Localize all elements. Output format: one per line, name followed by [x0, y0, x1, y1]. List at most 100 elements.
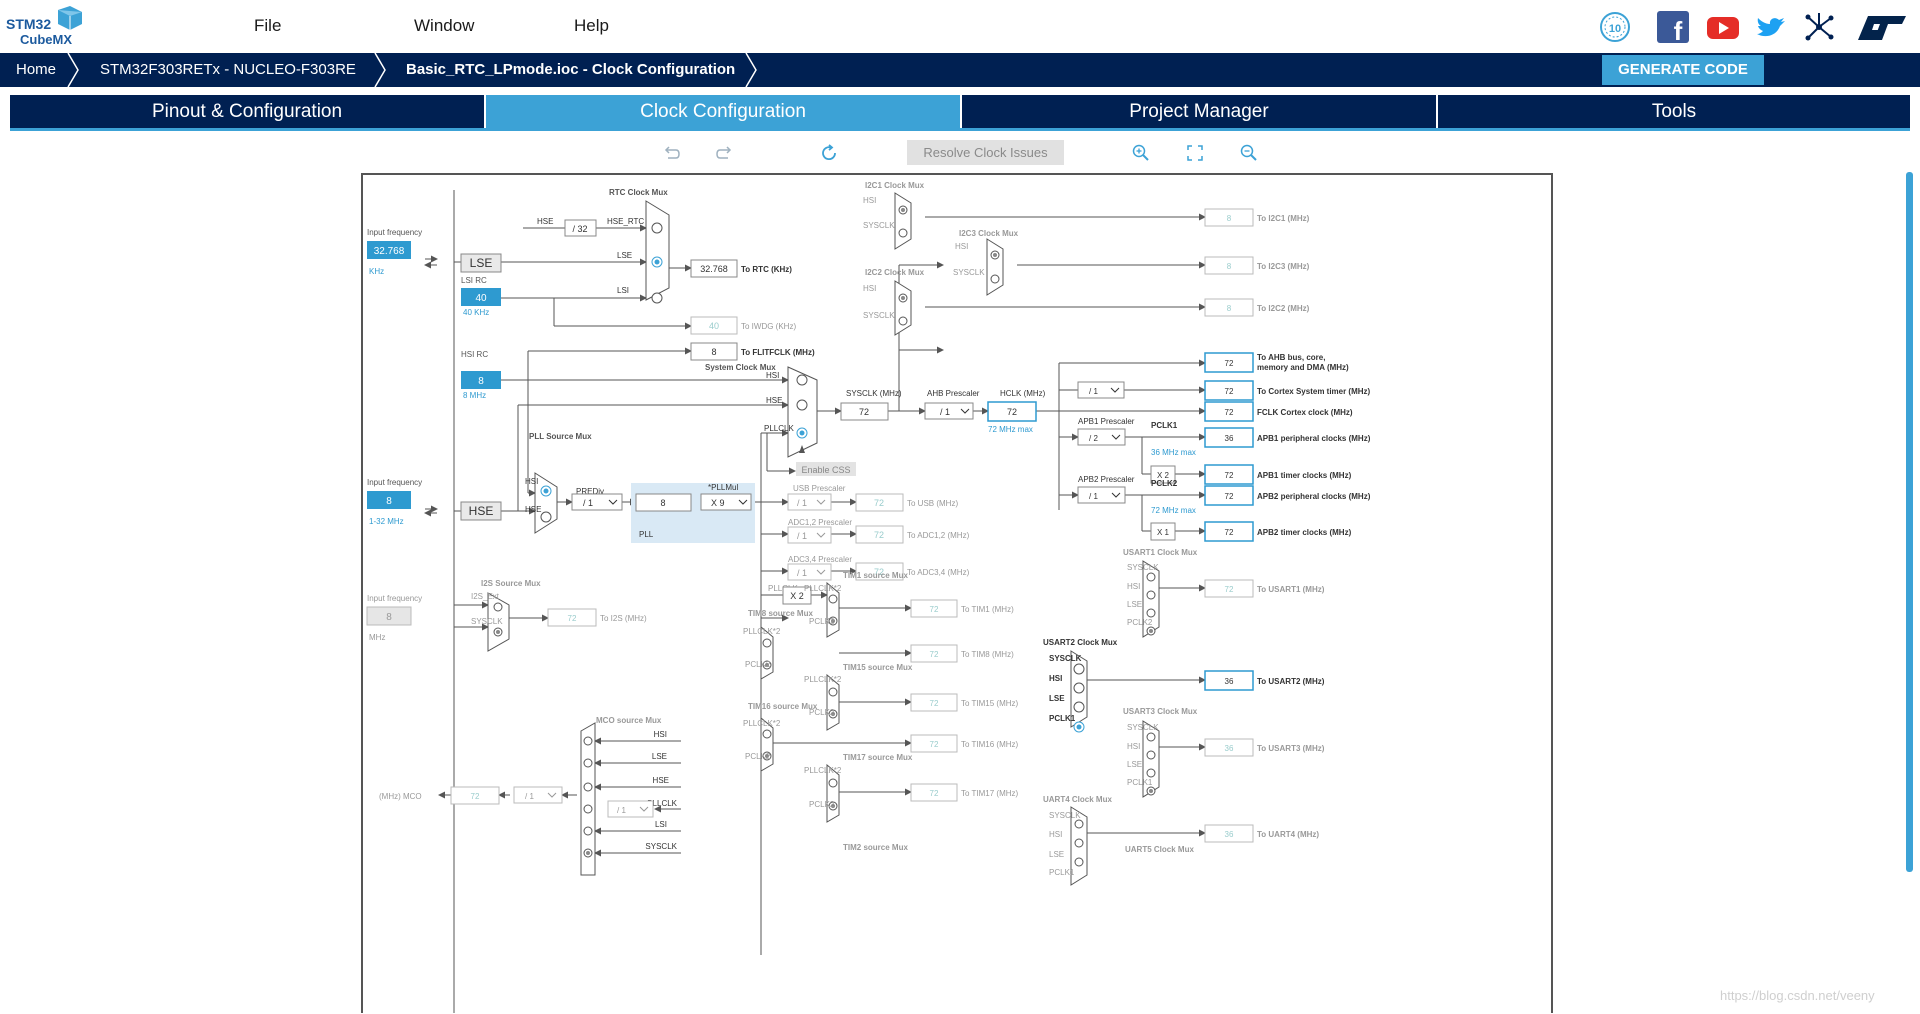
zoom-out-icon[interactable] — [1238, 142, 1260, 164]
mco-pll-div-text: / 1 — [617, 806, 626, 815]
breadcrumb-board[interactable]: STM32F303RETx - NUCLEO-F303RE — [100, 61, 356, 78]
hsi-rc-label-text: HSI RC — [461, 350, 488, 359]
lse-box-text: LSE — [470, 256, 493, 270]
hsi-text: HSI — [1127, 742, 1140, 751]
ahb-out-label1-text: To AHB bus, core, — [1257, 353, 1325, 362]
tab-pinout-configuration[interactable]: Pinout & Configuration — [10, 95, 484, 128]
rtc-value-text: 32.768 — [700, 264, 728, 274]
pll-value-text: 8 — [660, 498, 665, 508]
generate-code-button[interactable]: GENERATE CODE — [1602, 55, 1764, 85]
apb1-periph-to-text: APB1 peripheral clocks (MHz) — [1257, 434, 1371, 443]
pllmul-label-text: *PLLMul — [708, 483, 738, 492]
pclk1-text: PCLK1 — [1127, 778, 1153, 787]
pclk1-text: PCLK1 — [1049, 868, 1075, 877]
refresh-icon[interactable] — [818, 142, 840, 164]
hse-frequency-input[interactable] — [367, 491, 411, 509]
i2c3-value-text: 8 — [1227, 262, 1232, 271]
hclk-input[interactable] — [987, 401, 1037, 422]
twitter-icon[interactable] — [1754, 10, 1788, 44]
menu-file[interactable]: File — [254, 16, 282, 35]
network-icon[interactable] — [1802, 10, 1836, 44]
hsi-caption-text: 8 MHz — [463, 391, 486, 400]
apb1-prescaler-select[interactable] — [1077, 428, 1126, 446]
prediv-select[interactable] — [571, 493, 623, 511]
tim1-to-text: To TIM1 (MHz) — [961, 605, 1014, 614]
i2c3-to-text: To I2C3 (MHz) — [1257, 262, 1310, 271]
sys-mux-label-text: System Clock Mux — [705, 363, 776, 372]
uart4-mux-text: UART4 Clock Mux — [1043, 795, 1112, 804]
hse-rtc-text: HSE_RTC — [607, 217, 644, 226]
usb-prescaler-select[interactable] — [787, 493, 832, 511]
canvas-scrollbar[interactable] — [1906, 172, 1913, 872]
tab-clock-configuration[interactable]: Clock Configuration — [486, 95, 960, 128]
pclk2-text: PCLK2 — [809, 800, 835, 809]
resolve-clock-issues-button[interactable]: Resolve Clock Issues — [907, 140, 1064, 165]
lse-in-text: LSE — [617, 251, 632, 260]
youtube-icon[interactable] — [1706, 10, 1740, 44]
lse-unit-text: KHz — [369, 267, 384, 276]
breadcrumb: Home STM32F303RETx - NUCLEO-F303RE Basic… — [0, 53, 1920, 87]
uart4-to-text: To UART4 (MHz) — [1257, 830, 1319, 839]
enable-css-button[interactable] — [796, 462, 856, 476]
fit-icon[interactable] — [1184, 142, 1206, 164]
breadcrumb-separator-icon — [374, 53, 386, 87]
fclk-to-text: FCLK Cortex clock (MHz) — [1257, 408, 1353, 417]
mco-hse-text: HSE — [653, 776, 669, 785]
ahb-prescaler-select[interactable] — [924, 402, 974, 420]
pllclk2-text: PLLCLK*2 — [743, 627, 781, 636]
mco-value-text: 72 — [471, 792, 480, 801]
adc12-prescaler-select[interactable] — [787, 526, 832, 544]
i2s-ext-frequency-input[interactable] — [366, 606, 412, 626]
tim1-value-text: 72 — [930, 605, 939, 614]
sysclk-text: SYSCLK — [1049, 811, 1081, 820]
tab-project-manager[interactable]: Project Manager — [962, 95, 1436, 128]
mco-div-select[interactable] — [513, 786, 563, 804]
undo-icon[interactable] — [660, 142, 682, 164]
adc34-value-text: 72 — [874, 567, 884, 577]
ahb-label-text: AHB Prescaler — [927, 389, 980, 398]
lse-frequency-input[interactable] — [367, 241, 411, 259]
cortex-div-select[interactable] — [1077, 381, 1125, 399]
apb1-pre-text: / 2 — [1089, 434, 1098, 443]
sysclk-text: SYSCLK — [1127, 723, 1159, 732]
tim16-value-text: 72 — [930, 740, 939, 749]
prediv-value-text: / 1 — [583, 498, 593, 508]
watermark: https://blog.csdn.net/veeny — [1720, 988, 1875, 1003]
menu-window[interactable]: Window — [414, 16, 475, 35]
i2c2-mux-text: I2C2 Clock Mux — [865, 268, 925, 277]
mco-pll-div-select[interactable] — [607, 800, 654, 818]
svg-text:10: 10 — [1609, 23, 1621, 35]
st-logo-icon[interactable] — [1852, 10, 1908, 44]
ahb-out-value-text: 72 — [1225, 359, 1234, 368]
breadcrumb-project[interactable]: Basic_RTC_LPmode.ioc - Clock Configurati… — [406, 61, 736, 78]
anniversary-10-icon[interactable]: 10 — [1598, 10, 1632, 44]
apb2-x1-text: X 1 — [1157, 528, 1170, 537]
adc34-prescaler-select[interactable] — [787, 563, 832, 581]
zoom-in-icon[interactable] — [1130, 142, 1152, 164]
apb2-pre-text: / 1 — [1089, 492, 1098, 501]
apb2-prescaler-select[interactable] — [1077, 486, 1126, 504]
pclk1-text: PCLK1 — [1049, 714, 1076, 723]
apb2-timer-value-text: 72 — [1225, 528, 1234, 537]
adc12-value-text: 72 — [874, 530, 884, 540]
menu-help[interactable]: Help — [574, 16, 609, 35]
facebook-icon[interactable]: f — [1656, 10, 1690, 46]
input-freq-label-text: Input frequency — [367, 478, 422, 487]
pllmul-select[interactable] — [700, 493, 752, 511]
breadcrumb-separator-icon — [67, 53, 79, 87]
tim8-mux-text: TIM8 source Mux — [748, 609, 813, 618]
hse-box-text: HSE — [469, 504, 494, 518]
hsi-text: HSI — [1049, 830, 1062, 839]
pllclk2-text: PLLCLK*2 — [804, 584, 842, 593]
i2c1-to-text: To I2C1 (MHz) — [1257, 214, 1310, 223]
i2s-to-text: To I2S (MHz) — [600, 614, 647, 623]
prediv-label-text: PREDiv — [576, 487, 604, 496]
hse-in-text: HSE — [537, 217, 553, 226]
breadcrumb-home[interactable]: Home — [16, 61, 57, 78]
redo-icon[interactable] — [714, 142, 736, 164]
tab-tools[interactable]: Tools — [1438, 95, 1910, 128]
apb1-timer-to-text: APB1 timer clocks (MHz) — [1257, 471, 1352, 480]
pll-label-text: PLL — [639, 530, 654, 539]
apb2-periph-to-text: APB2 peripheral clocks (MHz) — [1257, 492, 1371, 501]
tim16-to-text: To TIM16 (MHz) — [961, 740, 1019, 749]
